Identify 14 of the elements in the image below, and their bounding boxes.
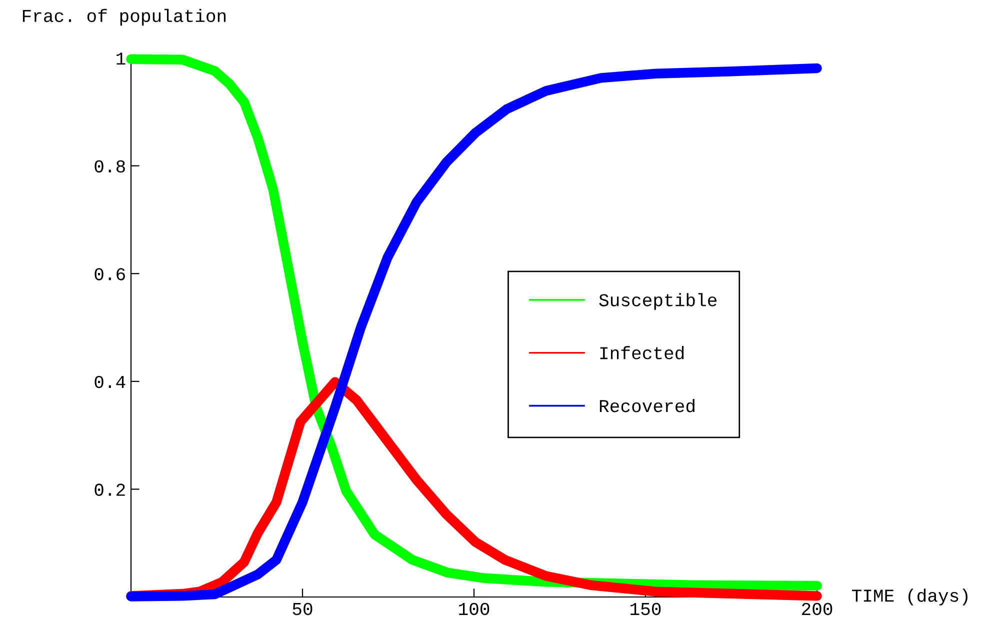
x-tick-label: 50 bbox=[292, 602, 312, 616]
x-tick-label: 200 bbox=[802, 602, 832, 616]
y-tick-label: 1 bbox=[116, 52, 126, 65]
legend-label: Recovered bbox=[600, 398, 694, 412]
legend-label: Susceptible bbox=[599, 293, 717, 310]
x-axis-title: TIME (days) bbox=[852, 588, 968, 606]
legend-label: Infected bbox=[600, 346, 684, 360]
y-tick-label: 0.6 bbox=[94, 268, 125, 280]
y-tick-label: 0.4 bbox=[94, 376, 126, 388]
y-tick-label: 0.8 bbox=[94, 160, 125, 173]
y-axis-title: Frac. of population bbox=[22, 8, 226, 26]
y-tick-label: 0.2 bbox=[94, 484, 125, 496]
x-tick-label: 150 bbox=[630, 602, 661, 616]
x-tick-label: 100 bbox=[459, 602, 490, 616]
